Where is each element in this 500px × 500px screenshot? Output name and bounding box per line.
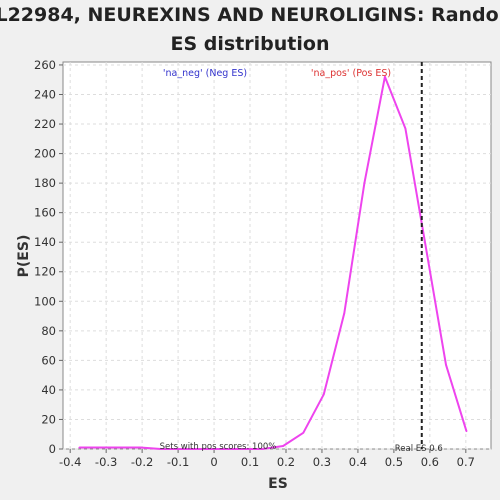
x-axis-label: ES	[268, 476, 288, 492]
y-tick-label: 140	[34, 235, 56, 249]
y-axis-label: P(ES)	[16, 235, 32, 278]
chart-title-line-2: ES distribution	[171, 33, 330, 55]
real-es-label: Real ES 0.6	[395, 444, 443, 454]
sets-with-pos-scores-label: Sets with pos scores: 100%	[160, 442, 277, 452]
series-point	[282, 445, 284, 447]
x-tick-label: 0.7	[457, 455, 475, 469]
series-point	[139, 446, 142, 449]
y-tick-label: 0	[49, 442, 56, 456]
x-tick-label: 0.5	[385, 455, 403, 469]
series-point	[302, 431, 305, 434]
series-point	[261, 448, 264, 450]
series-point	[180, 448, 182, 450]
series-point	[160, 448, 162, 450]
axes: 0 20 40 60 80 100 120 140 160 180 200 220 240 260 -0.4…	[34, 58, 475, 469]
series-point	[363, 182, 366, 184]
x-tick-label: 0.4	[349, 455, 367, 469]
series-point	[384, 75, 386, 78]
series-point	[322, 393, 325, 396]
series-point	[343, 312, 346, 314]
y-tick-label: 220	[34, 117, 56, 131]
y-tick-label: 240	[34, 87, 56, 101]
series-point	[78, 446, 80, 449]
series-point	[119, 446, 121, 449]
x-tick-label: 0.6	[421, 455, 439, 469]
x-tick-label: -0.1	[167, 455, 189, 469]
y-tick-label: 40	[41, 383, 56, 397]
y-tick-label: 200	[34, 147, 56, 161]
x-tick-label: -0.2	[131, 455, 153, 469]
x-tick-label: -0.4	[59, 455, 81, 469]
series-point	[241, 448, 243, 450]
series-point	[465, 430, 468, 433]
y-tick-label: 260	[34, 58, 56, 72]
series-point	[98, 446, 101, 449]
y-tick-label: 100	[34, 294, 56, 308]
x-tick-label: 0.1	[241, 455, 259, 469]
series-point	[445, 364, 447, 366]
pos-es-label: 'na_pos' (Pos ES)	[311, 68, 391, 79]
y-tick-label: 80	[41, 324, 56, 338]
y-tick-label: 160	[34, 206, 56, 220]
series-layer	[78, 62, 468, 450]
x-tick-label: -0.3	[95, 455, 117, 469]
series-line	[79, 75, 468, 450]
series-point	[424, 244, 427, 246]
y-tick-label: 60	[41, 353, 56, 367]
series-point	[200, 448, 203, 450]
y-tick-label: 180	[34, 176, 56, 190]
y-tick-label: 120	[34, 265, 56, 279]
series-point	[221, 448, 223, 450]
plot-area	[62, 61, 492, 450]
x-tick-label: 0.3	[313, 455, 331, 469]
neg-es-label: 'na_neg' (Neg ES)	[163, 68, 247, 79]
x-tick-label: 0.2	[277, 455, 295, 469]
series-point	[404, 127, 407, 130]
y-tick-label: 20	[41, 412, 56, 426]
x-tick-label: 0	[210, 455, 217, 469]
chart-title-line-1: CL22984, NEUREXINS AND NEUROLIGINS: Rand…	[0, 4, 500, 26]
